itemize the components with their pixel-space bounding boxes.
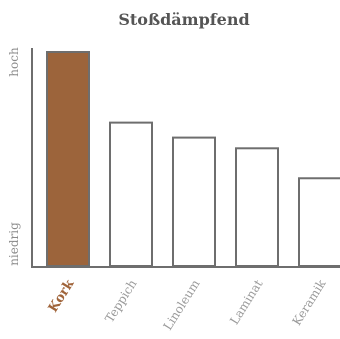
bar-laminat — [235, 147, 279, 267]
x-tick-label-kork: Kork — [46, 276, 78, 315]
x-tick-label-laminat: Laminat — [227, 277, 265, 327]
y-axis-label-bottom: niedrig — [7, 222, 21, 266]
x-tick-label-teppich: Teppich — [102, 277, 139, 325]
bar-keramik — [298, 177, 340, 267]
chart-title: Stoßdämpfend — [118, 10, 249, 29]
x-tick-label-linoleum: Linoleum — [161, 277, 203, 333]
x-tick-label-keramik: Keramik — [290, 277, 329, 328]
x-tick-labels: Kork Teppich Linoleum Laminat Keramik — [46, 276, 329, 332]
bar-linoleum — [172, 136, 216, 267]
bars-group — [46, 51, 340, 268]
bar-teppich — [109, 121, 153, 268]
y-axis-label-top: hoch — [7, 47, 21, 77]
bar-kork — [46, 51, 90, 267]
